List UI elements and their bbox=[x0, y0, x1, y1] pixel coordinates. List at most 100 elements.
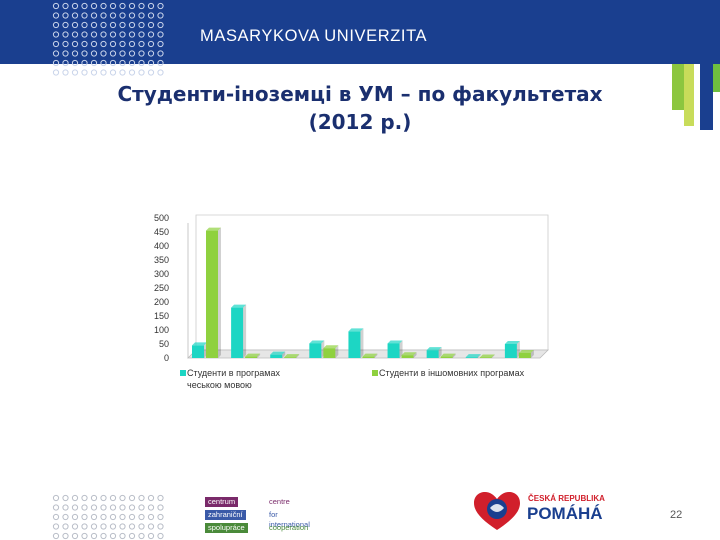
slide-title-line2: (2012 р.) bbox=[308, 110, 412, 134]
accent-bar-green bbox=[672, 64, 684, 110]
dot bbox=[128, 31, 136, 38]
dot bbox=[52, 12, 60, 19]
dot bbox=[138, 532, 145, 540]
dot bbox=[90, 69, 98, 76]
dot bbox=[71, 513, 79, 521]
bar-2-9 bbox=[518, 349, 534, 358]
dot bbox=[52, 504, 60, 511]
dot bbox=[52, 21, 60, 29]
dot bbox=[147, 59, 155, 67]
dot bbox=[62, 2, 69, 10]
dot bbox=[81, 2, 88, 10]
partner-en-2: for international bbox=[269, 510, 310, 529]
y-tick-label: 0 bbox=[164, 353, 169, 363]
dot bbox=[128, 513, 136, 521]
dot bbox=[147, 69, 155, 76]
dot bbox=[119, 523, 126, 530]
dot bbox=[109, 2, 117, 10]
dot bbox=[62, 12, 69, 19]
dot bbox=[147, 50, 155, 57]
dot bbox=[138, 12, 145, 19]
dot bbox=[90, 50, 98, 57]
dot bbox=[157, 494, 164, 502]
dot bbox=[90, 12, 98, 19]
dot bbox=[109, 69, 117, 76]
dot bbox=[90, 532, 98, 540]
partner-cz-2: zahraniční bbox=[205, 510, 246, 520]
dot bbox=[138, 513, 145, 521]
bar-2-4 bbox=[323, 345, 339, 358]
accent-bar-green-light bbox=[713, 64, 720, 92]
dot bbox=[71, 50, 79, 57]
dot bbox=[100, 31, 107, 38]
y-tick-label: 200 bbox=[154, 297, 169, 307]
dot bbox=[157, 31, 164, 38]
dot bbox=[81, 12, 88, 19]
bar-1-7 bbox=[426, 347, 442, 358]
dot bbox=[157, 2, 164, 10]
dot bbox=[119, 504, 126, 511]
y-tick-label: 100 bbox=[154, 325, 169, 335]
dot bbox=[90, 21, 98, 29]
bar-2-6 bbox=[401, 352, 417, 358]
dot bbox=[71, 504, 79, 511]
dot bbox=[62, 69, 69, 76]
dot bbox=[90, 2, 98, 10]
dot bbox=[128, 59, 136, 67]
bar-2-1 bbox=[206, 227, 221, 358]
cr-logo-bottom-text: POMÁHÁ bbox=[527, 504, 603, 523]
slide-title: Студенти-іноземці в УМ – по факультетах … bbox=[90, 80, 630, 136]
dot bbox=[100, 59, 107, 67]
dot bbox=[138, 40, 145, 48]
dot bbox=[71, 59, 79, 67]
dot bbox=[138, 2, 145, 10]
dot bbox=[119, 40, 126, 48]
dot bbox=[109, 532, 117, 540]
dot bbox=[147, 12, 155, 19]
y-tick-label: 350 bbox=[154, 255, 169, 265]
dot bbox=[128, 50, 136, 57]
dot bbox=[147, 532, 155, 540]
slide-title-line1: Студенти-іноземці в УМ – по факультетах bbox=[117, 82, 603, 106]
dot bbox=[90, 40, 98, 48]
university-logo-text: MASARYKOVA UNIVERZITA bbox=[200, 27, 428, 45]
bar-1-9 bbox=[504, 341, 520, 358]
dot bbox=[128, 69, 136, 76]
dot bbox=[81, 523, 88, 530]
dot bbox=[90, 31, 98, 38]
dot bbox=[147, 40, 155, 48]
dot bbox=[62, 504, 69, 511]
dot bbox=[90, 513, 98, 521]
dot bbox=[62, 523, 69, 530]
dot bbox=[147, 504, 155, 511]
dot bbox=[157, 21, 164, 29]
partner-en-1: centre bbox=[269, 497, 290, 506]
dot bbox=[100, 2, 107, 10]
dot bbox=[109, 494, 117, 502]
dot bbox=[138, 69, 145, 76]
dot bbox=[119, 69, 126, 76]
dot bbox=[90, 504, 98, 511]
dot bbox=[100, 523, 107, 530]
dot bbox=[147, 2, 155, 10]
dot bbox=[52, 59, 60, 67]
bar-1-5 bbox=[348, 328, 364, 358]
dot bbox=[71, 2, 79, 10]
partner-cz-1: centrum bbox=[205, 497, 239, 507]
partner-en-3: cooperation bbox=[269, 523, 309, 532]
dot bbox=[81, 532, 88, 540]
dot bbox=[52, 532, 60, 540]
accent-bar-blue bbox=[700, 64, 713, 130]
dot bbox=[81, 31, 88, 38]
dot bbox=[62, 31, 69, 38]
dot-pattern-footer-icon bbox=[52, 494, 164, 540]
dot bbox=[157, 513, 164, 521]
dot bbox=[100, 513, 107, 521]
dot bbox=[100, 504, 107, 511]
dot-pattern-icon bbox=[52, 2, 164, 76]
legend-label-2: Студенти в іншомовних програмах bbox=[379, 368, 525, 378]
bar-2-2 bbox=[245, 353, 261, 358]
cr-logo-top-text: ČESKÁ REPUBLIKA bbox=[528, 494, 605, 503]
dot bbox=[62, 494, 69, 502]
dot bbox=[128, 504, 136, 511]
